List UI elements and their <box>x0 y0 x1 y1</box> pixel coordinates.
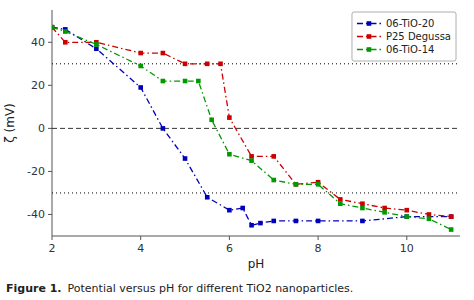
series-marker <box>183 62 188 67</box>
x-tick <box>52 236 53 240</box>
series-marker <box>427 216 432 221</box>
y-tick <box>48 128 52 129</box>
series-marker <box>249 154 254 159</box>
y-tick <box>48 85 52 86</box>
y-axis-label: ζ (mV) <box>3 103 17 143</box>
reference-line <box>52 192 460 193</box>
series-marker <box>161 126 166 131</box>
series-marker <box>183 79 188 84</box>
series-marker <box>404 214 409 219</box>
series-marker <box>94 42 99 47</box>
legend-label: 06-TiO-20 <box>386 18 434 29</box>
x-tick-label: 10 <box>400 242 414 255</box>
series-marker <box>209 117 214 122</box>
series-marker <box>258 221 263 226</box>
series-marker <box>338 197 343 202</box>
series-marker <box>316 219 321 224</box>
legend-label: P25 Degussa <box>386 31 451 42</box>
legend-marker <box>367 47 372 52</box>
series-marker <box>382 206 387 211</box>
y-tick <box>48 42 52 43</box>
series-marker <box>249 223 254 228</box>
series-marker <box>138 51 143 56</box>
chart: 2 4 6 8 10 -40 -20 0 20 40 pH ζ (mV) 06-TiO-20 P25 De… <box>0 0 474 300</box>
x-tick <box>318 236 319 240</box>
y-tick-label: 20 <box>31 79 45 92</box>
x-tick-label: 6 <box>226 242 233 255</box>
series-marker <box>249 158 254 163</box>
reference-line <box>52 128 460 129</box>
series-marker <box>227 152 232 157</box>
series-marker <box>449 227 454 232</box>
x-tick <box>140 236 141 240</box>
y-tick-label: 40 <box>31 36 45 49</box>
series-marker <box>205 62 210 67</box>
series-marker <box>294 219 299 224</box>
series-marker <box>183 156 188 161</box>
y-tick-label: 0 <box>38 122 45 135</box>
series-marker <box>63 29 68 34</box>
series-marker <box>427 212 432 217</box>
x-axis-label: pH <box>248 257 265 271</box>
series-marker <box>271 154 276 159</box>
series-marker <box>218 62 223 67</box>
series-marker <box>294 182 299 187</box>
series-marker <box>52 25 54 30</box>
series-marker <box>63 40 68 45</box>
series-marker <box>360 206 365 211</box>
series-marker <box>161 79 166 84</box>
legend-marker <box>367 34 372 39</box>
series-marker <box>52 25 54 30</box>
caption: Figure 1. <box>6 282 62 295</box>
x-tick <box>406 236 407 240</box>
series-marker <box>227 208 232 213</box>
series-marker <box>205 195 210 200</box>
y-tick <box>48 214 52 215</box>
y-tick-label: -40 <box>27 208 45 221</box>
legend-label: 06-TiO-14 <box>386 44 434 55</box>
x-tick-label: 4 <box>137 242 144 255</box>
series-marker <box>94 46 99 51</box>
series-marker <box>338 201 343 206</box>
series-marker <box>227 115 232 120</box>
series-marker <box>382 210 387 215</box>
series-marker <box>271 178 276 183</box>
y-axis-line <box>52 10 53 236</box>
series-marker <box>240 206 245 211</box>
caption: Potential versus pH for different TiO2 n… <box>68 282 354 295</box>
legend: 06-TiO-20 P25 Degussa 06-TiO-14 <box>352 12 456 61</box>
series-marker <box>196 79 201 84</box>
y-tick-label: -20 <box>27 165 45 178</box>
series-marker <box>271 219 276 224</box>
x-tick-label: 8 <box>315 242 322 255</box>
series-marker <box>360 219 365 224</box>
series-marker <box>294 182 299 187</box>
series-marker <box>138 64 143 69</box>
series-marker <box>138 85 143 90</box>
series-marker <box>404 214 409 219</box>
series-marker <box>161 51 166 56</box>
series-marker <box>404 208 409 213</box>
legend-box <box>352 12 456 61</box>
legend-marker <box>367 21 372 26</box>
x-tick <box>229 236 230 240</box>
series-marker <box>360 201 365 206</box>
y-tick <box>48 171 52 172</box>
series-marker <box>52 25 54 30</box>
series-marker <box>449 214 454 219</box>
x-tick-label: 2 <box>49 242 56 255</box>
series-marker <box>449 214 454 219</box>
series-marker <box>316 182 321 187</box>
x-axis-line <box>52 236 460 237</box>
